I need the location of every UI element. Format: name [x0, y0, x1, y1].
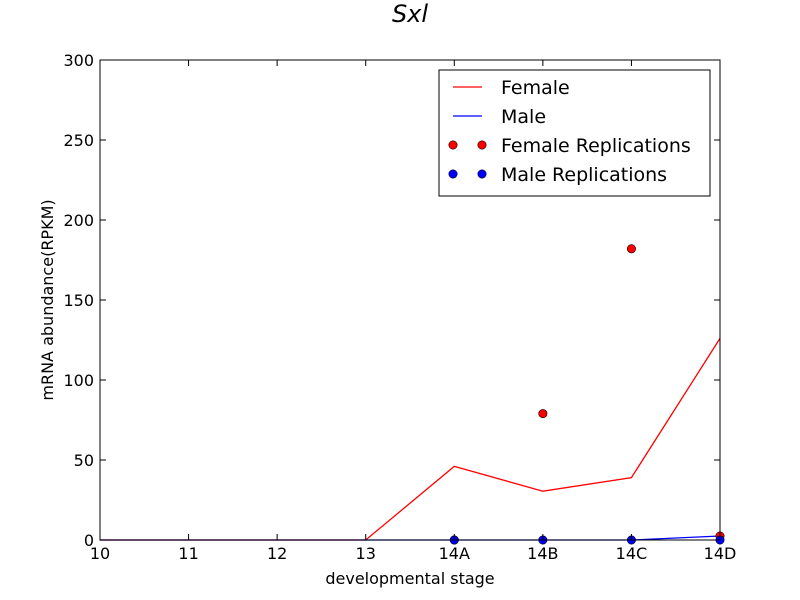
- y-tick-label: 0: [84, 531, 94, 550]
- data-point-female-replications: [626, 244, 636, 254]
- x-tick-label: 10: [90, 544, 110, 563]
- legend-item-male: Male: [453, 106, 546, 128]
- x-tick-label: 12: [267, 544, 287, 563]
- legend-label: Male: [501, 106, 546, 128]
- x-tick-label: 11: [178, 544, 198, 563]
- legend: Female Male Female Replications Male Replic…: [438, 69, 711, 197]
- legend-label: Female Replications: [501, 135, 691, 157]
- x-tick-label: 14D: [704, 544, 737, 563]
- legend-label: Male Replications: [501, 164, 667, 186]
- x-tick-label: 13: [356, 544, 376, 563]
- x-tick-label: 14A: [439, 544, 470, 563]
- ticks-layer: 0 50 100 150 200 250 300 10 11 12 13 14A 14B 14C 14D: [63, 51, 736, 563]
- plot-border: [99, 59, 721, 541]
- data-point-female-replications: [538, 409, 548, 419]
- legend-swatch-marker: [448, 169, 458, 179]
- legend-label: Female: [501, 77, 570, 99]
- y-tick-label: 250: [63, 131, 94, 150]
- legend-swatch-marker: [448, 140, 458, 150]
- y-tick-label: 50: [74, 451, 94, 470]
- x-axis-label: developmental stage: [325, 569, 494, 588]
- legend-swatch-marker: [477, 140, 487, 150]
- y-tick-label: 150: [63, 291, 94, 310]
- y-tick-label: 300: [63, 51, 94, 70]
- legend-item-female: Female: [453, 77, 570, 99]
- x-tick-label: 14B: [527, 544, 558, 563]
- y-axis-label: mRNA abundance(RPKM): [38, 199, 57, 400]
- legend-swatch-marker: [477, 169, 487, 179]
- legend-item-male-replications: Male Replications: [448, 164, 667, 186]
- chart-title: Sxl: [392, 0, 428, 28]
- y-tick-label: 100: [63, 371, 94, 390]
- legend-item-female-replications: Female Replications: [448, 135, 691, 157]
- x-tick-label: 14C: [616, 544, 648, 563]
- y-tick-label: 200: [63, 211, 94, 230]
